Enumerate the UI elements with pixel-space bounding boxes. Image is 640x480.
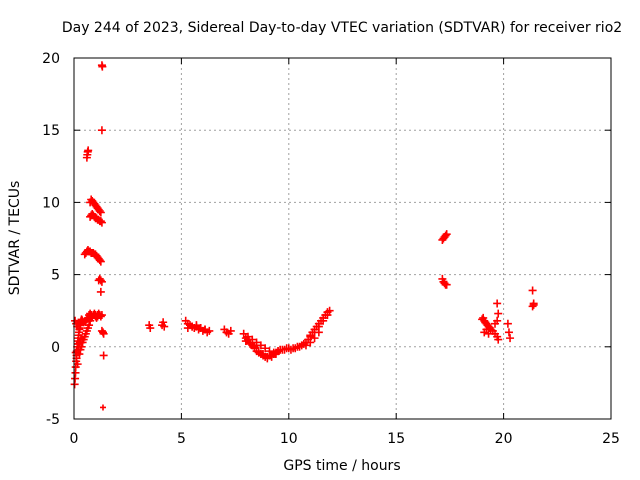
data-point xyxy=(95,256,104,265)
data-point xyxy=(84,146,93,155)
data-point xyxy=(96,257,105,266)
data-point xyxy=(252,338,261,347)
data-point xyxy=(192,321,201,330)
data-point xyxy=(441,231,450,240)
data-point xyxy=(265,347,274,356)
data-point xyxy=(274,347,283,356)
data-point xyxy=(196,324,205,333)
data-point xyxy=(493,316,502,325)
data-point xyxy=(325,306,334,315)
data-point xyxy=(267,352,276,361)
data-point xyxy=(503,319,512,328)
x-tick-label: 20 xyxy=(495,431,513,447)
tick-labels: 0 5 10 15 20 25 -5 0 5 10 15 20 xyxy=(42,51,620,447)
y-tick-label: 20 xyxy=(42,51,60,67)
y-tick-label: 5 xyxy=(51,268,60,284)
data-point xyxy=(96,208,105,217)
data-point xyxy=(482,325,491,334)
data-point xyxy=(529,299,538,308)
data-point xyxy=(85,321,94,330)
data-point xyxy=(96,276,105,285)
data-point xyxy=(98,62,107,71)
y-tick-label: 0 xyxy=(51,340,60,356)
data-point xyxy=(201,325,210,334)
data-point xyxy=(73,360,82,369)
data-point xyxy=(188,322,197,331)
x-tick-label: 15 xyxy=(387,431,405,447)
tick-marks xyxy=(73,57,612,420)
data-point xyxy=(259,350,268,359)
data-point xyxy=(75,350,84,359)
grid xyxy=(74,58,611,419)
data-point xyxy=(246,339,255,348)
x-tick-label: 25 xyxy=(602,431,620,447)
y-tick-label: 15 xyxy=(42,123,60,139)
data-point xyxy=(73,322,82,331)
data-point xyxy=(248,335,257,344)
data-point xyxy=(243,332,252,341)
y-tick-label: 10 xyxy=(42,195,60,211)
data-point xyxy=(99,351,108,360)
data-point xyxy=(241,337,250,346)
data-point xyxy=(96,287,105,296)
data-point xyxy=(183,324,192,333)
data-point xyxy=(306,338,315,347)
data-points xyxy=(70,61,538,411)
data-point xyxy=(493,299,502,308)
y-axis-label: SDTVAR / TECUs xyxy=(7,181,23,296)
data-point xyxy=(506,334,515,343)
data-point xyxy=(323,311,332,320)
data-point xyxy=(442,230,451,239)
data-point xyxy=(269,348,278,357)
data-point xyxy=(205,326,214,335)
data-point xyxy=(484,329,493,338)
data-point xyxy=(239,329,248,338)
x-tick-label: 10 xyxy=(280,431,298,447)
data-point xyxy=(97,126,106,135)
data-point xyxy=(504,328,513,337)
data-point xyxy=(263,354,272,363)
data-point xyxy=(99,404,106,411)
data-point xyxy=(528,286,537,295)
data-point xyxy=(256,341,265,350)
data-point xyxy=(314,328,323,337)
x-tick-label: 0 xyxy=(70,431,79,447)
data-point xyxy=(96,217,105,226)
x-tick-label: 5 xyxy=(177,431,186,447)
data-point xyxy=(301,341,310,350)
data-point xyxy=(97,218,106,227)
data-point xyxy=(96,312,105,321)
data-point xyxy=(159,318,168,327)
data-point xyxy=(250,342,259,351)
data-point xyxy=(319,316,328,325)
x-axis-label: GPS time / hours xyxy=(283,458,400,474)
plot-frame xyxy=(73,57,612,420)
data-point xyxy=(310,334,319,343)
data-point xyxy=(160,322,169,331)
y-tick-label: -5 xyxy=(46,412,60,428)
chart-title: Day 244 of 2023, Sidereal Day-to-day VTE… xyxy=(62,20,622,36)
data-point xyxy=(146,324,155,333)
data-point xyxy=(254,347,263,356)
data-point xyxy=(494,335,503,344)
data-point xyxy=(77,342,86,351)
data-point xyxy=(442,280,451,289)
data-point xyxy=(97,277,106,286)
data-point xyxy=(97,311,106,320)
data-point xyxy=(261,344,270,353)
data-point xyxy=(99,329,108,338)
data-point xyxy=(226,326,235,335)
data-point xyxy=(95,207,104,216)
data-point xyxy=(494,309,503,318)
